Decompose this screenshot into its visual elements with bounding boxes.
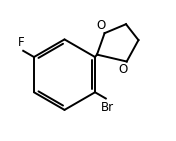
Text: F: F bbox=[18, 36, 24, 49]
Text: Br: Br bbox=[101, 101, 114, 114]
Text: O: O bbox=[96, 19, 106, 32]
Text: O: O bbox=[119, 63, 128, 76]
